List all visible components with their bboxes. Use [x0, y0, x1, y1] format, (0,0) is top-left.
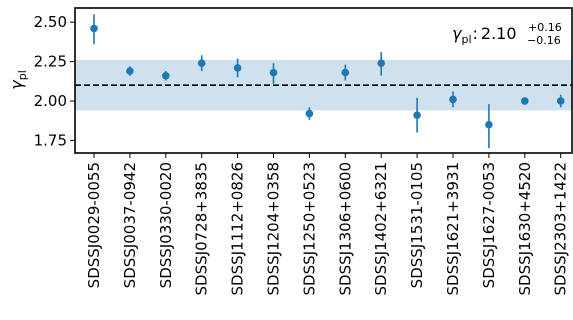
x-tick-label: SDSSJ1402+6321	[372, 162, 390, 295]
data-point	[449, 91, 457, 108]
x-tick-label: SDSSJ0029-0055	[85, 162, 103, 288]
y-tick-label: 2.50	[34, 13, 67, 31]
annotation-value: 2.10	[481, 24, 517, 43]
x-tick-label: SDSSJ1630+4520	[516, 162, 534, 295]
data-point	[197, 55, 206, 72]
x-tick-label: SDSSJ0728+3835	[193, 162, 211, 295]
x-tick-label: SDSSJ0330-0020	[157, 162, 175, 288]
data-point	[126, 66, 134, 76]
x-tick-label: SDSSJ2303+1422	[552, 162, 570, 295]
point-marker	[449, 95, 457, 104]
data-point	[341, 64, 350, 81]
data-point	[233, 58, 242, 78]
annotation-symbol: γ	[452, 24, 463, 43]
data-point	[377, 52, 386, 76]
annotation-separator: :	[473, 24, 478, 43]
y-tick-label: 2.25	[34, 53, 67, 71]
annotation-upper: +0.16	[528, 21, 562, 34]
x-tick-label: SDSSJ1250+0523	[300, 162, 318, 295]
x-tick-label: SDSSJ0037-0942	[121, 162, 139, 288]
x-tick-label: SDSSJ1112+0826	[229, 162, 247, 295]
data-points-layer	[90, 14, 565, 149]
x-tick-label: SDSSJ1621+3931	[444, 162, 462, 295]
point-marker	[197, 59, 206, 67]
y-tick-label: 2.00	[34, 92, 67, 110]
data-point	[485, 104, 493, 149]
x-tick-label: SDSSJ1204+0358	[265, 162, 283, 295]
point-marker	[485, 120, 493, 129]
data-point	[269, 63, 278, 84]
annotation-subscript: pl	[461, 33, 471, 46]
y-axis-label-symbol: γ	[7, 79, 26, 90]
point-marker	[377, 59, 386, 67]
data-point	[90, 14, 98, 45]
plot-frame	[74, 7, 573, 154]
y-axis-label-subscript: pl	[16, 70, 29, 80]
point-marker	[305, 109, 314, 118]
summary-annotation: γpl: 2.10 +0.16 −0.16	[452, 21, 562, 47]
y-tick-label: 1.75	[34, 131, 67, 149]
point-marker	[341, 68, 350, 77]
point-marker	[269, 68, 278, 77]
point-marker	[162, 71, 170, 80]
y-ticks-layer: 1.75 2.00 2.25 2.50	[34, 13, 75, 149]
data-point	[162, 71, 170, 81]
x-tick-label: SDSSJ1627-0053	[480, 162, 498, 288]
point-marker	[126, 67, 134, 75]
data-point	[413, 97, 421, 133]
y-axis-label: γpl	[7, 70, 29, 90]
x-tick-label: SDSSJ1531-0105	[408, 162, 426, 288]
x-ticks-layer: SDSSJ0029-0055 SDSSJ0037-0942 SDSSJ0330-00…	[85, 153, 570, 295]
data-point	[305, 107, 314, 120]
point-marker	[413, 111, 421, 119]
x-tick-label: SDSSJ1306+0600	[336, 162, 354, 295]
point-marker	[233, 64, 242, 72]
svg-text:γpl:2.10: γpl: 2.10	[452, 24, 517, 46]
axes-layer	[74, 7, 573, 154]
point-marker	[90, 24, 98, 33]
point-marker	[556, 97, 565, 105]
point-marker	[521, 97, 529, 105]
annotation-lower: −0.16	[527, 34, 561, 47]
data-point	[556, 94, 565, 108]
data-point	[521, 97, 529, 105]
